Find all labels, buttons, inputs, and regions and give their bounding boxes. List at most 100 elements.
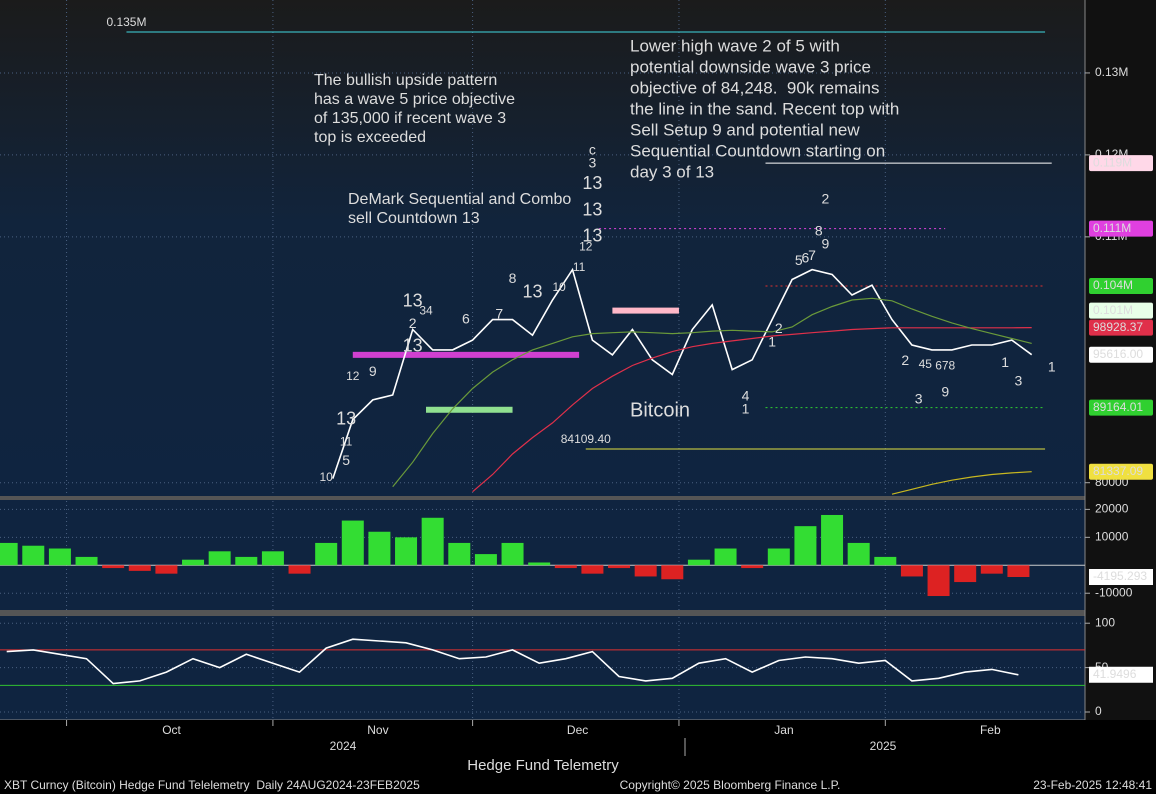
bar — [22, 545, 45, 566]
td-count: 10 — [552, 280, 566, 294]
bar — [794, 526, 817, 566]
footer-left: XBT Curncy (Bitcoin) Hedge Fund Teleleme… — [4, 778, 420, 792]
bar — [767, 548, 790, 566]
bar — [714, 548, 737, 566]
price-tag-label: 98928.37 — [1093, 320, 1143, 334]
td-count: 13 — [522, 281, 542, 301]
price-tag-label: 0.101M — [1093, 303, 1133, 317]
td-count: 1 — [768, 333, 776, 349]
x-tick-label: Feb — [980, 723, 1001, 737]
annotation: of 135,000 if recent wave 3 — [314, 110, 506, 127]
bar — [102, 565, 125, 569]
reference-label: 0.135M — [106, 15, 146, 29]
price-tag-label: 95616.00 — [1093, 347, 1143, 361]
y-tick-label: 0 — [1095, 704, 1102, 718]
x-tick-label: Oct — [162, 723, 181, 737]
td-count: 8 — [815, 223, 823, 239]
bar — [501, 542, 524, 566]
annotation: the line in the sand. Recent top with — [630, 99, 899, 118]
x-tick-label: Jan — [774, 723, 793, 737]
bar — [0, 542, 18, 566]
td-count: 10 — [319, 470, 333, 484]
price-tag — [1089, 399, 1153, 416]
bar — [980, 565, 1003, 574]
bar — [554, 565, 577, 569]
annotation: top is exceeded — [314, 129, 426, 146]
td-count: 678 — [935, 359, 955, 373]
bar — [900, 565, 923, 577]
bar — [315, 542, 338, 566]
td-count: 13 — [582, 226, 602, 246]
annotation: sell Countdown 13 — [348, 210, 480, 227]
y-tick-label: 10000 — [1095, 530, 1129, 544]
td-count: 1 — [1001, 354, 1009, 370]
td-count: 9 — [369, 363, 377, 379]
td-count: 6 — [802, 250, 810, 266]
td-count: 13 — [582, 199, 602, 219]
bar — [288, 565, 311, 574]
series-line — [891, 471, 1032, 495]
series-label: Bitcoin — [630, 399, 690, 421]
td-count: 3 — [589, 155, 597, 171]
bar — [634, 565, 657, 577]
price-panel — [0, 0, 1085, 496]
bar — [155, 565, 178, 574]
annotation: Sequential Countdown starting on — [630, 141, 885, 160]
bar — [261, 551, 284, 566]
chart-title: Hedge Fund Telemetry — [467, 757, 619, 774]
annotation: Lower high wave 2 of 5 with — [630, 36, 840, 55]
bar — [75, 556, 98, 566]
last-value-tag — [1089, 569, 1153, 586]
last-value-label: 41.9496 — [1093, 667, 1137, 681]
td-count: 45 — [919, 357, 933, 371]
price-tag-label: 0.111M — [1093, 221, 1131, 235]
annotation: Sell Setup 9 and potential new — [630, 120, 860, 139]
td-count: 8 — [509, 270, 517, 286]
td-count: 7 — [495, 305, 503, 321]
series-line — [392, 297, 1032, 488]
bar — [608, 565, 631, 569]
price-tag — [1089, 155, 1153, 172]
bar — [341, 520, 364, 566]
y-tick-label: 100 — [1095, 615, 1115, 629]
annotation: potential downside wave 3 price — [630, 57, 871, 76]
bar — [368, 531, 391, 566]
price-tag — [1089, 220, 1153, 237]
panel-divider — [0, 496, 1156, 500]
td-count: 13 — [582, 173, 602, 193]
bar — [528, 562, 551, 566]
td-count: 3 — [915, 391, 923, 407]
bar — [581, 565, 604, 574]
td-count: 1 — [742, 400, 750, 416]
bar — [208, 551, 231, 566]
last-value-label: -4195.293 — [1093, 569, 1147, 583]
annotation: has a wave 5 price objective — [314, 91, 515, 108]
td-count: 12 — [346, 369, 360, 383]
td-count: 9 — [941, 383, 949, 399]
price-line — [6, 638, 1019, 685]
bar — [661, 565, 684, 580]
y-tick-label: 20000 — [1095, 502, 1129, 516]
last-value-tag — [1089, 666, 1153, 683]
td-count: 7 — [808, 247, 816, 263]
bar — [687, 559, 710, 566]
x-tick-label: Dec — [567, 723, 588, 737]
bar — [1007, 565, 1030, 578]
bar — [741, 565, 764, 569]
td-count: 5 — [795, 252, 803, 268]
td-count: 2 — [409, 315, 417, 331]
level-segment — [426, 406, 513, 413]
bar — [182, 559, 205, 566]
level-segment — [352, 351, 580, 358]
td-count: 12 — [579, 240, 593, 254]
footer-center: Copyright© 2025 Bloomberg Finance L.P. — [620, 778, 841, 792]
td-count: 11 — [573, 260, 586, 274]
annotation: The bullish upside pattern — [314, 72, 497, 89]
td-count: 3 — [1015, 373, 1023, 389]
bar — [48, 548, 71, 566]
price-tag — [1089, 463, 1153, 480]
bar — [448, 542, 471, 566]
bar — [847, 542, 870, 566]
footer-right: 23-Feb-2025 12:48:41 — [1033, 778, 1152, 792]
price-tag-label: 0.104M — [1093, 278, 1133, 292]
